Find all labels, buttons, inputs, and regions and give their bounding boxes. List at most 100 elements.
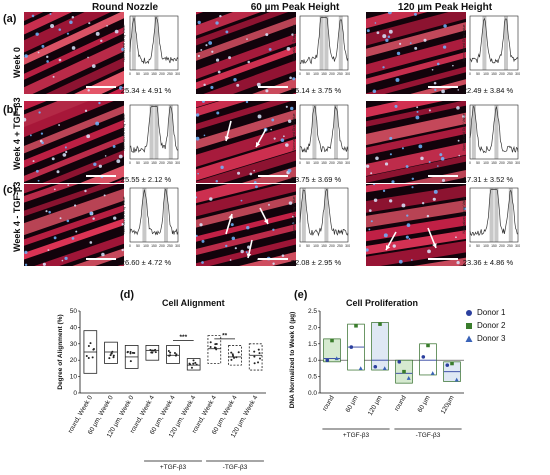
profile-xtick: 50: [476, 72, 480, 76]
profile-xtick: 150: [321, 161, 327, 165]
legend-item-donor3: Donor 3: [464, 332, 548, 345]
intensity-profile-plot: Normalized Gray Value 0 50 100 150 200 250 300: [462, 15, 520, 76]
profile-xtick: 250: [507, 244, 513, 248]
micrograph-image: [24, 101, 124, 183]
profile-xtick: 300: [345, 72, 350, 76]
data-point: [192, 362, 195, 365]
profile-xtick: 150: [491, 161, 497, 165]
data-point: [109, 354, 112, 357]
data-point: [173, 351, 176, 354]
stat-a-60: 25.14 ± 3.75 %: [290, 86, 342, 95]
profile-xtick: 150: [321, 72, 327, 76]
micrograph-image: [24, 12, 124, 94]
x-tick-label: 120µm: [440, 395, 456, 416]
panel-d-label: (d): [120, 289, 135, 301]
data-point: [92, 348, 95, 351]
profile-xtick: 200: [159, 244, 165, 248]
range-bar: [419, 343, 437, 376]
profile-xtick: 200: [499, 244, 505, 248]
data-point: [192, 359, 195, 362]
box: [186, 358, 201, 371]
profile-xtick: 300: [345, 161, 350, 165]
data-point: [215, 348, 218, 351]
scale-bar: [428, 258, 458, 260]
profile-ylabel: Normalized Gray Value: [122, 114, 126, 151]
stat-c-60: 22.08 ± 2.95 %: [290, 258, 342, 267]
profile-xtick: 300: [175, 244, 180, 248]
profile-ylabel: Normalized Gray Value: [122, 25, 126, 62]
y-tick-label: 0.0: [308, 390, 317, 397]
row-label-b: (b): [3, 104, 18, 116]
data-point: [168, 354, 171, 357]
profile-xtick: 200: [499, 72, 505, 76]
data-point: [231, 353, 234, 356]
profile-xtick: 250: [507, 72, 513, 76]
donor-point: [358, 366, 363, 370]
profile-xtick: 150: [151, 161, 157, 165]
data-point: [87, 345, 90, 348]
profile-xtick: 150: [151, 244, 157, 248]
legend-item-donor1: Donor 1: [464, 306, 548, 319]
column-header-120um: 120 µm Peak Height: [397, 2, 493, 13]
donor-point: [450, 361, 454, 366]
profile-xtick: 50: [306, 161, 310, 165]
profile-ylabel: Normalized Gray Value: [462, 114, 466, 151]
y-tick-label: 30: [70, 341, 78, 348]
donor-point: [373, 364, 378, 369]
box: [145, 345, 160, 361]
intensity-profile-plot: Normalized Gray Value 0 50 100 150 200 250 300: [122, 187, 180, 248]
profile-xtick: 300: [515, 161, 520, 165]
data-point: [112, 354, 115, 357]
row-side-week4-plus: Week 4 + TGF-β3: [12, 97, 22, 170]
intensity-profile-plot: Normalized Gray Value 0 50 100 150 200 250 300: [122, 15, 180, 76]
data-point: [209, 341, 212, 344]
donor-point: [397, 360, 402, 364]
y-axis-label: DNA Normalized to Week 0 (µg): [289, 312, 296, 409]
donor-point: [330, 338, 334, 343]
profile-xtick: 150: [151, 72, 157, 76]
y-tick-label: 0.5: [308, 374, 317, 381]
profile-xtick: 0: [129, 161, 131, 165]
profile-xtick: 50: [136, 72, 140, 76]
arrow-annotation: [225, 213, 234, 235]
profile-xtick: 50: [476, 161, 480, 165]
data-point: [258, 357, 261, 360]
legend: Donor 1 Donor 2 Donor 3: [464, 306, 548, 345]
profile-xtick: 250: [337, 244, 343, 248]
group-label: +TGF-β3: [343, 432, 370, 439]
data-point: [209, 345, 212, 348]
box: [207, 335, 222, 364]
data-point: [257, 348, 260, 351]
x-tick-label: 60 µm: [345, 395, 360, 414]
y-tick-label: 0: [73, 390, 77, 397]
profile-ylabel: Normalized Gray Value: [122, 197, 126, 234]
data-point: [189, 363, 192, 366]
profile-ylabel: Normalized Gray Value: [292, 114, 296, 151]
profile-xtick: 0: [469, 72, 471, 76]
box: [248, 343, 263, 371]
micrograph-image: [366, 101, 466, 183]
data-point: [91, 356, 94, 359]
profile-xtick: 50: [306, 72, 310, 76]
data-point: [257, 361, 260, 364]
micrograph-image: [196, 12, 296, 94]
data-point: [126, 350, 129, 353]
column-header-round: Round Nozzle: [91, 2, 159, 13]
data-point: [258, 352, 261, 355]
stat-b-round: 25.55 ± 2.12 %: [120, 175, 172, 184]
profile-xtick: 100: [313, 72, 319, 76]
data-point: [169, 351, 172, 354]
data-point: [112, 356, 115, 359]
scale-bar: [86, 86, 116, 88]
circle-marker-icon: [466, 309, 472, 316]
x-tick-label: round: [393, 394, 408, 412]
profile-xtick: 50: [476, 244, 480, 248]
profile-xtick: 100: [143, 72, 149, 76]
profile-xtick: 200: [159, 161, 165, 165]
data-point: [129, 351, 132, 354]
y-tick-label: 50: [70, 308, 78, 315]
data-point: [230, 358, 233, 361]
profile-xtick: 100: [483, 72, 489, 76]
stat-a-round: 25.34 ± 4.91 %: [120, 86, 172, 95]
